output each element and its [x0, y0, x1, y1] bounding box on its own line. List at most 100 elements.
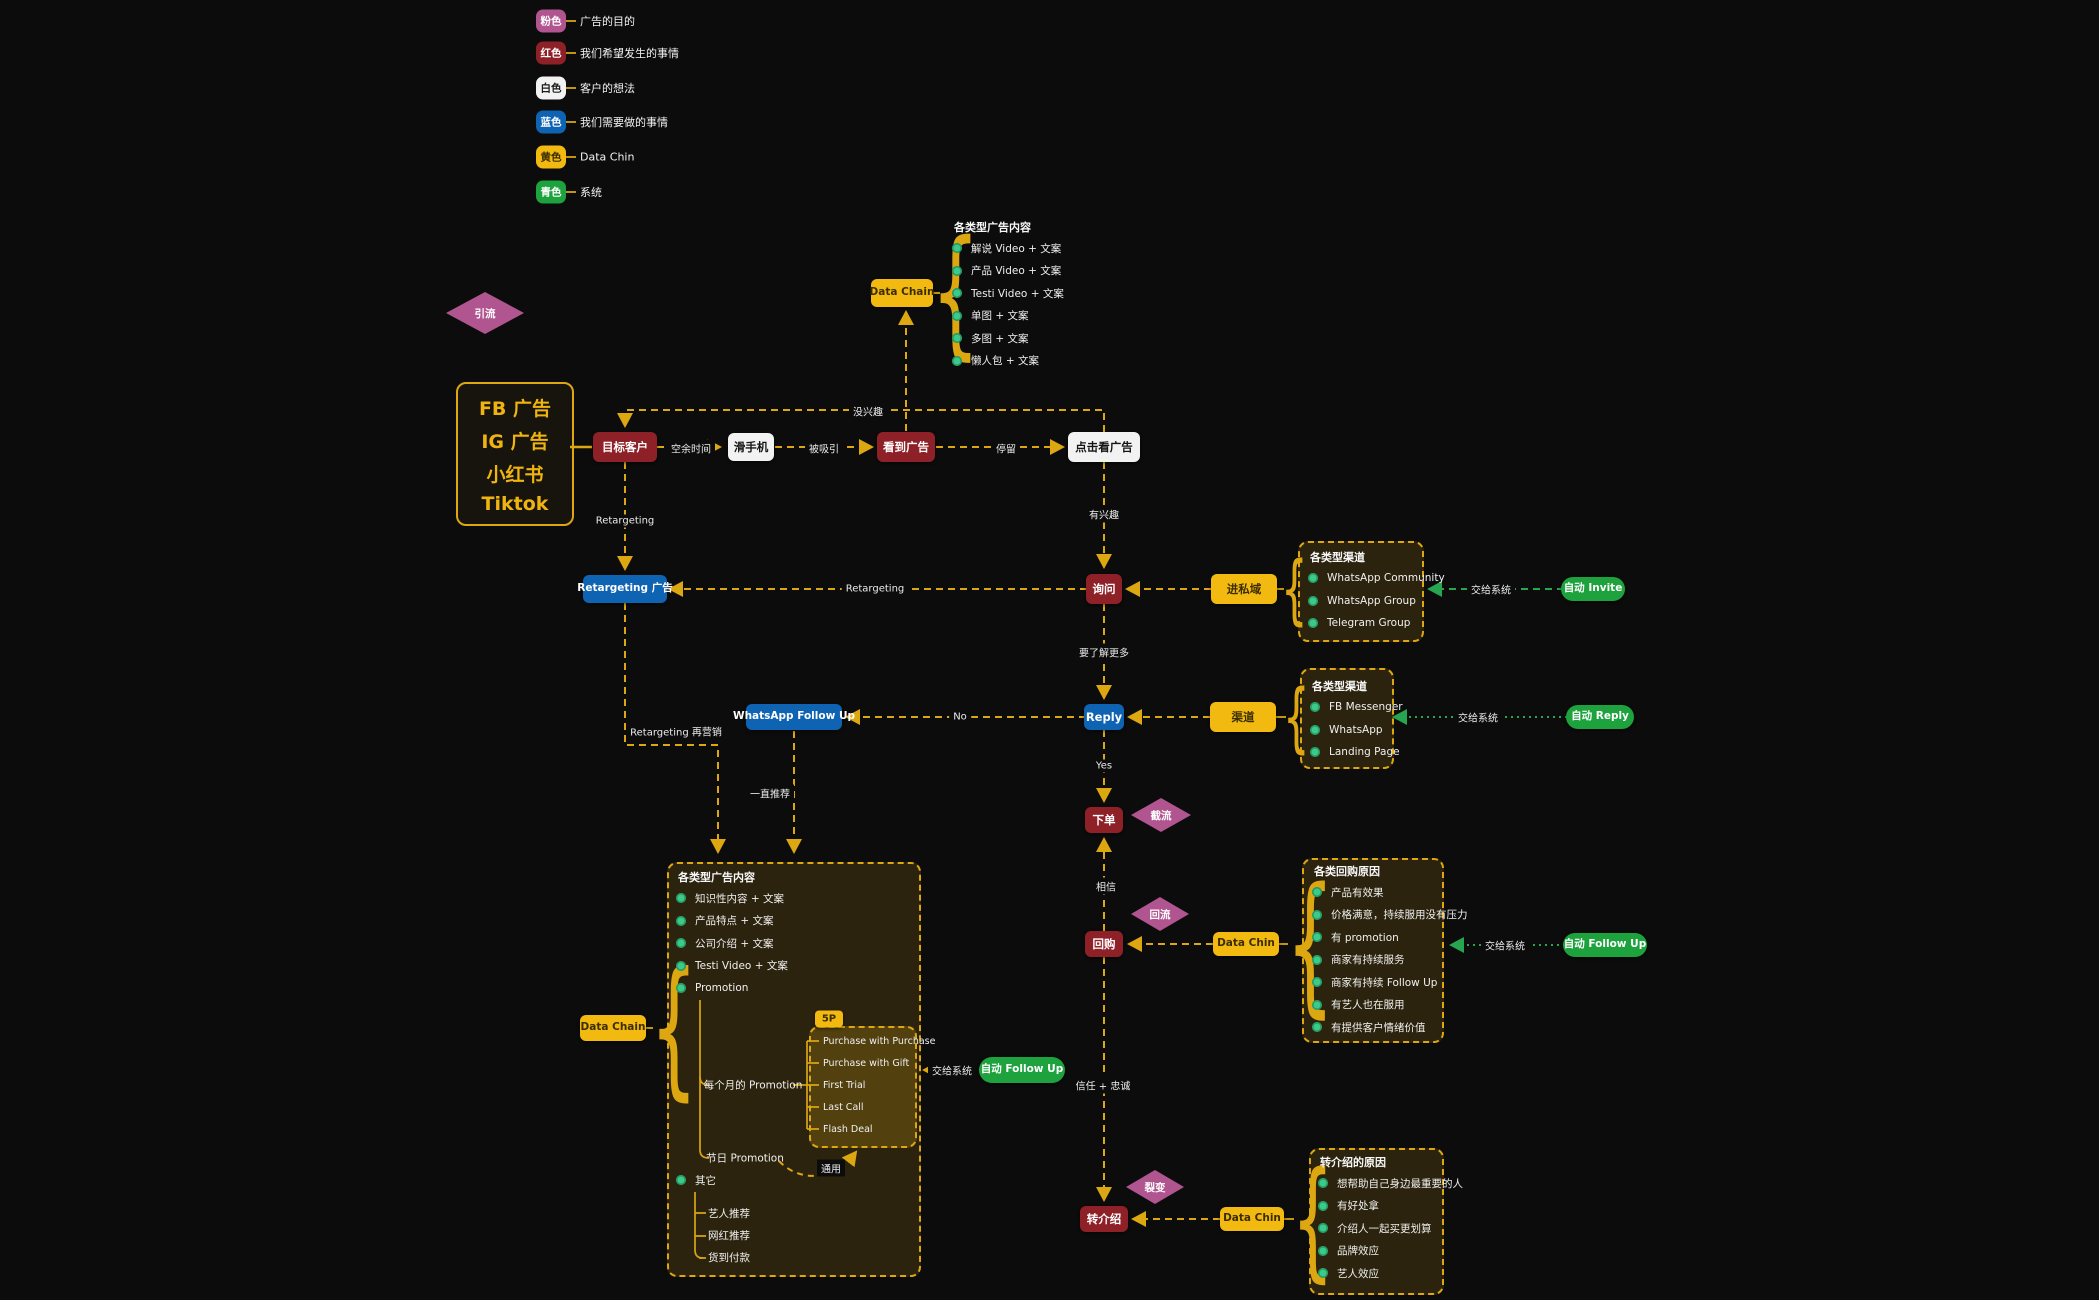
legend-swatch-white[interactable]: 白色 — [536, 76, 566, 100]
list-item[interactable]: 有 promotion — [1312, 926, 1468, 949]
bullet-icon — [1318, 1200, 1328, 1211]
list-item[interactable]: 价格满意，持续服用没有压力 — [1312, 904, 1468, 927]
node-referral[interactable]: 转介绍 — [1080, 1206, 1128, 1232]
list-items: Purchase with Purchase Purchase with Gift… — [823, 1030, 935, 1140]
node-repurchase[interactable]: 回购 — [1085, 931, 1123, 957]
node-click-ad[interactable]: 点击看广告 — [1068, 432, 1140, 462]
list-item[interactable]: 想帮助自己身边最重要的人 — [1318, 1172, 1463, 1195]
node-traffic-sources[interactable]: FB 广告 IG 广告 小红书 Tiktok — [456, 382, 574, 526]
node-data-chin-repurchase[interactable]: Data Chin — [1213, 932, 1279, 956]
edge-label-retargeting-mid[interactable]: Retargeting — [841, 582, 909, 596]
list-item[interactable]: First Trial — [823, 1074, 935, 1096]
box-repurchase-reasons[interactable] — [1302, 858, 1444, 1043]
edge-label-to-system-invite[interactable]: 交给系统 — [1467, 580, 1515, 598]
node-data-chin-referral[interactable]: Data Chin — [1220, 1207, 1284, 1231]
list-item[interactable]: Purchase with Purchase — [823, 1030, 935, 1052]
node-enter-private[interactable]: 进私域 — [1211, 574, 1277, 604]
list-item-label: 有艺人也在服用 — [1331, 999, 1405, 1012]
list-item-other[interactable]: 其它 — [676, 1169, 716, 1192]
list-item[interactable]: WhatsApp — [1310, 719, 1403, 742]
list-item[interactable]: 解说 Video + 文案 — [952, 237, 1064, 260]
box-referral-reasons[interactable] — [1309, 1148, 1444, 1295]
list-item[interactable]: 产品 Video + 文案 — [952, 260, 1064, 283]
list-item[interactable]: 网红推荐 — [708, 1224, 750, 1246]
edge-label-no[interactable]: No — [949, 710, 971, 724]
node-5p-tag[interactable]: 5P — [815, 1010, 843, 1028]
list-item[interactable]: Testi Video + 文案 — [952, 282, 1064, 305]
list-item[interactable]: 知识性内容 + 文案 — [676, 887, 788, 910]
bullet-icon — [1310, 702, 1320, 713]
edge-label-to-system-follow-right[interactable]: 交给系统 — [1481, 936, 1529, 954]
list-item[interactable]: WhatsApp Group — [1308, 590, 1445, 613]
edge-label-yes[interactable]: Yes — [1091, 759, 1117, 773]
edge-label-stay[interactable]: 停留 — [992, 439, 1020, 457]
legend-swatch-yellow[interactable]: 黄色 — [536, 145, 566, 169]
list-item[interactable]: 产品特点 + 文案 — [676, 910, 788, 933]
node-data-chain-top[interactable]: Data Chain — [870, 279, 934, 307]
node-auto-follow-up-bottom[interactable]: 自动 Follow Up — [979, 1057, 1065, 1083]
list-item[interactable]: 介绍人一起买更划算 — [1318, 1217, 1463, 1240]
list-item[interactable]: Promotion — [676, 977, 788, 1000]
tree-label-festival-promotion[interactable]: 节日 Promotion — [706, 1152, 784, 1165]
list-item[interactable]: 有艺人也在服用 — [1312, 994, 1468, 1017]
node-place-order[interactable]: 下单 — [1085, 807, 1123, 833]
node-auto-invite[interactable]: 自动 Invite — [1561, 577, 1625, 601]
list-item[interactable]: 产品有效果 — [1312, 881, 1468, 904]
list-item-label: 介绍人一起买更划算 — [1337, 1222, 1432, 1235]
list-item[interactable]: Purchase with Gift — [823, 1052, 935, 1074]
tree-label-monthly-promotion[interactable]: 每个月的 Promotion — [703, 1079, 803, 1092]
legend-swatch-red[interactable]: 红色 — [536, 41, 566, 65]
edge-label-retargeting-down[interactable]: Retargeting — [591, 514, 659, 528]
node-see-ad[interactable]: 看到广告 — [877, 432, 935, 462]
list-item[interactable]: 艺人效应 — [1318, 1262, 1463, 1285]
edge-label-to-system-reply[interactable]: 交给系统 — [1454, 708, 1502, 726]
node-auto-follow-up-right[interactable]: 自动 Follow Up — [1563, 933, 1647, 957]
legend-swatch-pink[interactable]: 粉色 — [536, 9, 566, 33]
node-data-chain-bottom[interactable]: Data Chain — [580, 1015, 646, 1041]
list-item[interactable]: Telegram Group — [1308, 612, 1445, 635]
edge-label-trust-loyalty[interactable]: 信任 + 忠诚 — [1071, 1076, 1135, 1094]
edge-label-want-more[interactable]: 要了解更多 — [1075, 643, 1133, 661]
node-target-customer[interactable]: 目标客户 — [593, 432, 657, 462]
list-item[interactable]: 货到付款 — [708, 1246, 750, 1268]
legend-swatch-blue[interactable]: 蓝色 — [536, 110, 566, 134]
edge-label-believe[interactable]: 相信 — [1092, 877, 1120, 895]
edge-label-retargeting-remarket[interactable]: Retargeting 再营销 — [626, 722, 726, 740]
list-item-label: 商家有持续 Follow Up — [1331, 976, 1438, 989]
list-item[interactable]: 有提供客户情绪价值 — [1312, 1016, 1468, 1039]
node-retargeting-ad[interactable]: Retargeting 广告 — [577, 575, 673, 603]
list-item[interactable]: Last Call — [823, 1096, 935, 1118]
list-item[interactable]: 懒人包 + 文案 — [952, 350, 1064, 373]
list-item[interactable]: 公司介绍 + 文案 — [676, 932, 788, 955]
box-5p-promotions[interactable] — [809, 1026, 917, 1148]
list-item[interactable]: 有好处拿 — [1318, 1195, 1463, 1218]
node-channel[interactable]: 渠道 — [1210, 702, 1276, 732]
edge-label-interested[interactable]: 有兴趣 — [1085, 505, 1123, 523]
list-item[interactable]: Landing Page — [1310, 741, 1403, 764]
edge-label-free-time[interactable]: 空余时间 — [667, 439, 715, 457]
list-item[interactable]: FB Messenger — [1310, 696, 1403, 719]
legend-swatch-green[interactable]: 青色 — [536, 180, 566, 204]
node-reply[interactable]: Reply — [1084, 704, 1124, 730]
list-item[interactable]: 商家有持续服务 — [1312, 949, 1468, 972]
edge-label-to-system-follow-bottom[interactable]: 交给系统 — [928, 1061, 976, 1079]
box-ad-content-bottom[interactable] — [667, 862, 921, 1277]
edge-label-keep-recommend[interactable]: 一直推荐 — [746, 784, 794, 802]
list-item[interactable]: Flash Deal — [823, 1118, 935, 1140]
list-item[interactable]: 单图 + 文案 — [952, 305, 1064, 328]
node-scroll-phone[interactable]: 滑手机 — [728, 433, 774, 461]
node-auto-reply[interactable]: 自动 Reply — [1566, 705, 1634, 729]
list-item[interactable]: 商家有持续 Follow Up — [1312, 971, 1468, 994]
list-item[interactable]: WhatsApp Community — [1308, 567, 1445, 590]
node-inquiry[interactable]: 询问 — [1086, 574, 1122, 604]
edge-label-no-interest[interactable]: 没兴趣 — [849, 402, 887, 420]
list-item[interactable]: 多图 + 文案 — [952, 327, 1064, 350]
edge-label-attracted[interactable]: 被吸引 — [805, 439, 843, 457]
list-item[interactable]: Testi Video + 文案 — [676, 955, 788, 978]
list-item[interactable]: 艺人推荐 — [708, 1202, 750, 1224]
list-item[interactable]: 品牌效应 — [1318, 1240, 1463, 1263]
edge-label-general[interactable]: 通用 — [817, 1159, 845, 1177]
box-private-channels[interactable] — [1298, 541, 1424, 642]
node-whatsapp-follow-up[interactable]: WhatsApp Follow Up — [733, 704, 855, 730]
